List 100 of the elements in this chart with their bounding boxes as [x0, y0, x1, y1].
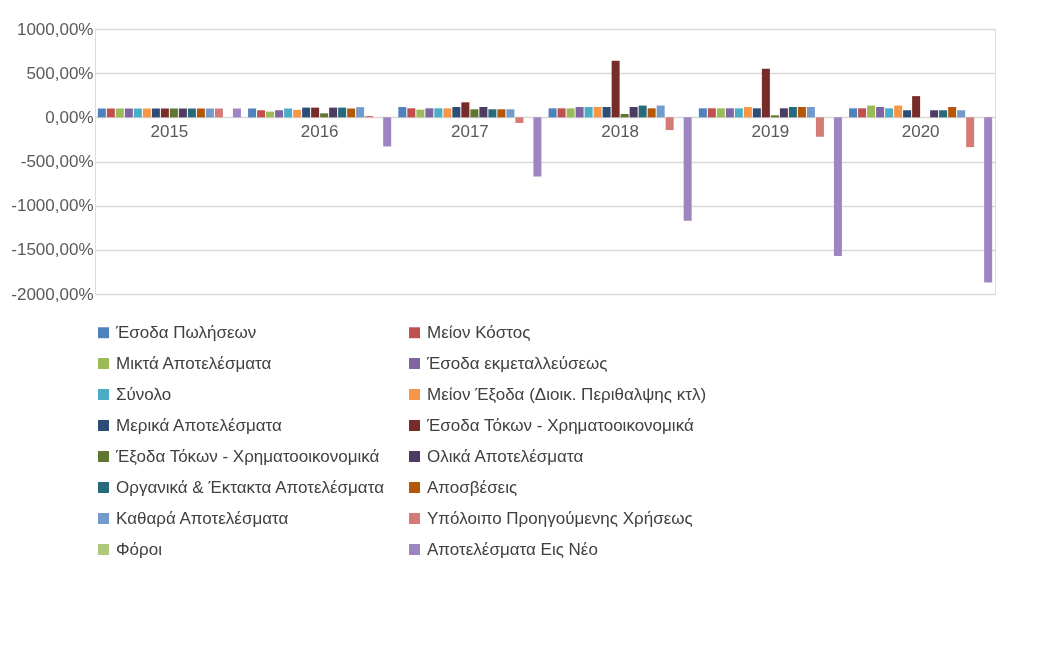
bar — [638, 105, 647, 118]
bar — [707, 108, 716, 118]
bar — [214, 108, 223, 118]
legend-label: Καθαρά Αποτελέσματα — [116, 508, 289, 528]
bar — [187, 108, 196, 118]
legend-label: Μερικά Αποτελέσματα — [116, 415, 283, 435]
bar — [488, 109, 497, 118]
bar — [124, 108, 133, 118]
bar — [743, 107, 752, 118]
legend-label: Έξοδα Τόκων - Χρηματοοικονομικά — [115, 446, 380, 466]
bar — [160, 108, 169, 118]
bar — [984, 117, 993, 283]
bar — [232, 108, 241, 118]
legend-label: Μείον Έξοδα (Διοικ. Περιθαλψης κτλ) — [427, 384, 707, 404]
bar — [752, 108, 761, 118]
bar — [398, 107, 407, 118]
legend-label: Σύνολο — [116, 384, 172, 404]
bar — [461, 102, 470, 118]
bar — [761, 68, 770, 118]
bar — [966, 117, 975, 148]
y-tick-label: -1000,00% — [11, 196, 94, 216]
bar — [329, 107, 338, 118]
bar — [833, 117, 842, 257]
y-tick-label: -1500,00% — [11, 240, 94, 260]
legend-label: Υπόλοιπο Προηγούμενης Χρήσεως — [427, 508, 693, 528]
legend-label: Έσοδα Πωλήσεων — [115, 322, 257, 342]
bar — [912, 96, 921, 118]
bar — [611, 60, 620, 118]
bar — [97, 108, 106, 118]
bar — [770, 115, 779, 118]
bar — [867, 105, 876, 118]
bar — [506, 109, 515, 118]
bar — [115, 108, 124, 118]
bar — [169, 108, 178, 118]
bar — [647, 108, 656, 118]
bar — [885, 108, 894, 118]
legend-label: Έσοδα εκμεταλλεύσεως — [426, 353, 608, 373]
legend-label: Αποσβέσεις — [427, 477, 518, 497]
bar — [557, 108, 566, 118]
bar — [275, 110, 284, 118]
bar — [497, 109, 506, 118]
bar — [347, 108, 356, 118]
bar — [311, 107, 320, 118]
bar — [656, 105, 665, 118]
bar — [602, 107, 611, 118]
bar — [939, 110, 948, 118]
y-tick-label: 500,00% — [26, 63, 94, 83]
y-tick-label: 0,00% — [45, 107, 94, 127]
bar — [533, 117, 542, 177]
bar — [356, 107, 365, 118]
bar — [575, 107, 584, 118]
legend-label: Ολικά Αποτελέσματα — [427, 446, 584, 466]
bar — [725, 108, 734, 118]
bar — [284, 108, 293, 118]
x-tick-label: 2016 — [300, 121, 339, 141]
x-tick-label: 2020 — [901, 121, 940, 141]
bar — [566, 108, 575, 118]
x-tick-label: 2019 — [751, 121, 790, 141]
bar — [957, 110, 966, 118]
bar — [383, 117, 392, 147]
bar — [584, 107, 593, 118]
bar — [443, 108, 452, 118]
bar — [142, 108, 151, 118]
bar — [151, 108, 160, 118]
bar — [683, 117, 692, 221]
bar — [806, 107, 815, 118]
bar — [407, 108, 416, 118]
legend-label: Φόροι — [116, 539, 163, 559]
y-tick-label: 1000,00% — [16, 19, 94, 39]
bar — [734, 108, 743, 118]
bar — [178, 108, 187, 118]
bar — [196, 108, 205, 118]
bar — [515, 117, 524, 123]
bar — [665, 117, 674, 131]
legend-label: Μείον Κόστος — [427, 322, 531, 342]
legend-label: Οργανικά & Έκτακτα Αποτελέσματα — [116, 477, 385, 497]
bar — [930, 110, 939, 118]
bar — [698, 108, 707, 118]
bar — [302, 107, 311, 118]
bar — [948, 107, 957, 118]
bar — [133, 108, 142, 118]
bar — [894, 105, 903, 118]
bar — [205, 108, 214, 118]
y-tick-label: -500,00% — [20, 152, 94, 171]
bar — [434, 108, 443, 118]
bar — [876, 107, 885, 118]
x-tick-label: 2017 — [450, 121, 489, 141]
bar — [320, 113, 329, 118]
x-tick-label: 2018 — [601, 121, 640, 141]
bar — [593, 107, 602, 118]
bar — [248, 108, 257, 118]
bar — [815, 117, 824, 137]
bar — [293, 109, 302, 118]
bar — [257, 110, 266, 118]
bar — [779, 108, 788, 118]
bar — [849, 108, 858, 118]
bar — [858, 108, 867, 118]
bar — [470, 109, 479, 118]
legend-label: Μικτά Αποτελέσματα — [116, 353, 272, 373]
bar — [106, 108, 115, 118]
